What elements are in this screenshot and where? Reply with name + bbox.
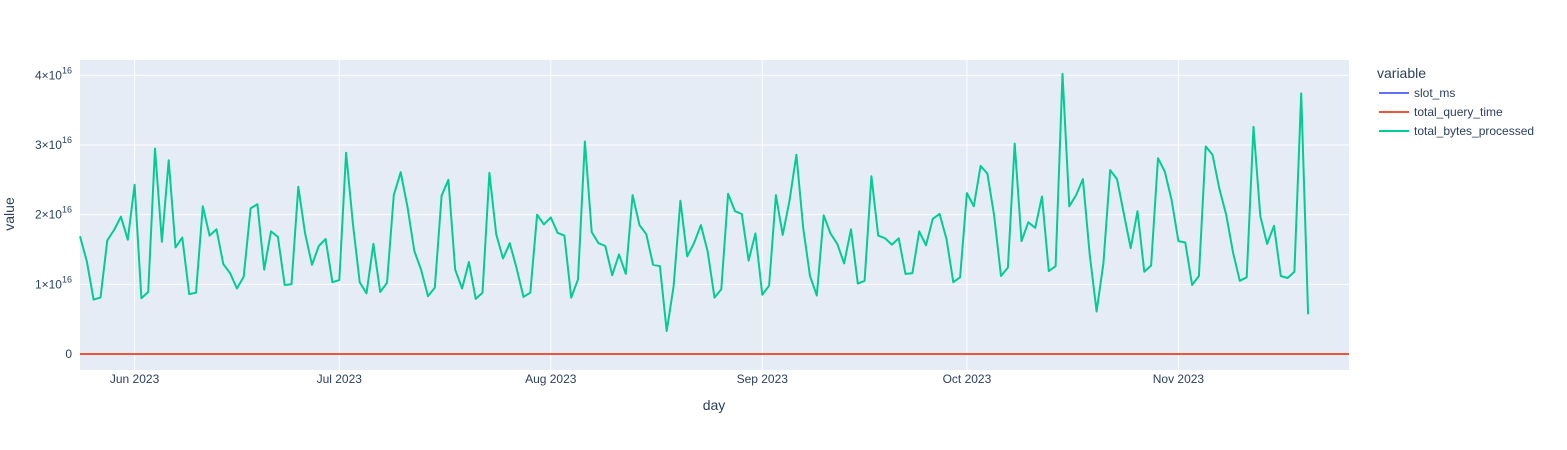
x-tick-label: Sep 2023 — [737, 372, 789, 386]
x-tick-label: Nov 2023 — [1153, 372, 1205, 386]
y-tick-label: 3×1016 — [35, 135, 72, 152]
series-lines — [79, 72, 1349, 355]
legend: variable slot_ms total_query_time total_by… — [1377, 65, 1534, 138]
y-tick-label: 4×1016 — [35, 65, 72, 82]
legend-label: total_bytes_processed — [1414, 124, 1534, 138]
x-axis-tick-labels: Jun 2023 Jul 2023 Aug 2023 Sep 2023 Oct 2023… — [110, 372, 1205, 386]
x-tick-label: Jul 2023 — [317, 372, 363, 386]
legend-item-total_query_time[interactable]: total_query_time — [1379, 105, 1503, 119]
legend-item-total_bytes_processed[interactable]: total_bytes_processed — [1379, 124, 1534, 138]
x-tick-label: Jun 2023 — [110, 372, 160, 386]
y-axis-title: value — [1, 197, 17, 231]
x-tick-label: Aug 2023 — [525, 372, 577, 386]
legend-title: variable — [1377, 65, 1426, 81]
y-axis-tick-labels: 0 1×1016 2×1016 3×1016 4×1016 — [35, 65, 72, 361]
y-tick-label: 0 — [65, 347, 72, 361]
y-tick-label: 2×1016 — [35, 205, 72, 222]
x-axis-title: day — [703, 397, 726, 413]
x-gridlines — [134, 60, 1179, 370]
x-tick-label: Oct 2023 — [943, 372, 992, 386]
series-line-total_bytes_processed — [79, 72, 1310, 332]
legend-item-slot_ms[interactable]: slot_ms — [1379, 86, 1455, 100]
y-tick-label: 1×1016 — [35, 274, 72, 291]
legend-label: slot_ms — [1414, 86, 1455, 100]
legend-label: total_query_time — [1414, 105, 1503, 119]
